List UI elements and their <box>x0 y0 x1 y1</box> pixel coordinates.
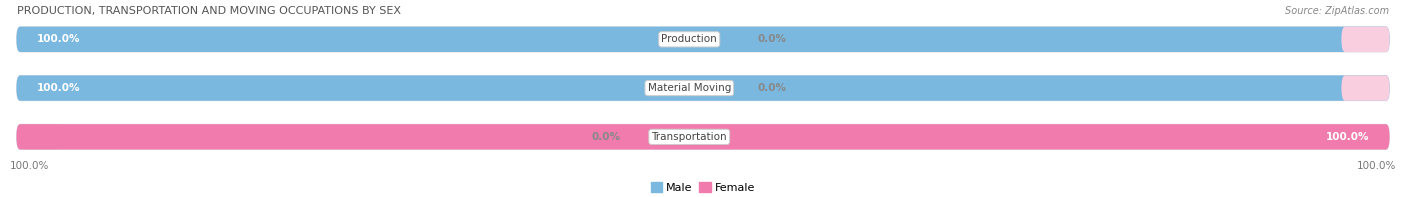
Text: PRODUCTION, TRANSPORTATION AND MOVING OCCUPATIONS BY SEX: PRODUCTION, TRANSPORTATION AND MOVING OC… <box>17 6 401 16</box>
FancyBboxPatch shape <box>17 27 1389 52</box>
Text: Transportation: Transportation <box>651 132 727 142</box>
Text: Production: Production <box>661 34 717 44</box>
Text: 0.0%: 0.0% <box>758 34 787 44</box>
Text: 0.0%: 0.0% <box>758 83 787 93</box>
Text: 100.0%: 100.0% <box>37 34 80 44</box>
FancyBboxPatch shape <box>17 124 65 150</box>
Text: 100.0%: 100.0% <box>10 161 49 171</box>
Text: 100.0%: 100.0% <box>37 83 80 93</box>
FancyBboxPatch shape <box>17 27 1389 52</box>
Text: 100.0%: 100.0% <box>1357 161 1396 171</box>
FancyBboxPatch shape <box>17 124 1389 150</box>
FancyBboxPatch shape <box>1341 75 1389 101</box>
FancyBboxPatch shape <box>17 124 1389 150</box>
Text: 100.0%: 100.0% <box>1326 132 1369 142</box>
FancyBboxPatch shape <box>17 75 1389 101</box>
Text: 0.0%: 0.0% <box>592 132 620 142</box>
Legend: Male, Female: Male, Female <box>651 182 755 193</box>
FancyBboxPatch shape <box>17 75 1389 101</box>
FancyBboxPatch shape <box>1341 27 1389 52</box>
Text: Source: ZipAtlas.com: Source: ZipAtlas.com <box>1285 6 1389 16</box>
Text: Material Moving: Material Moving <box>648 83 731 93</box>
